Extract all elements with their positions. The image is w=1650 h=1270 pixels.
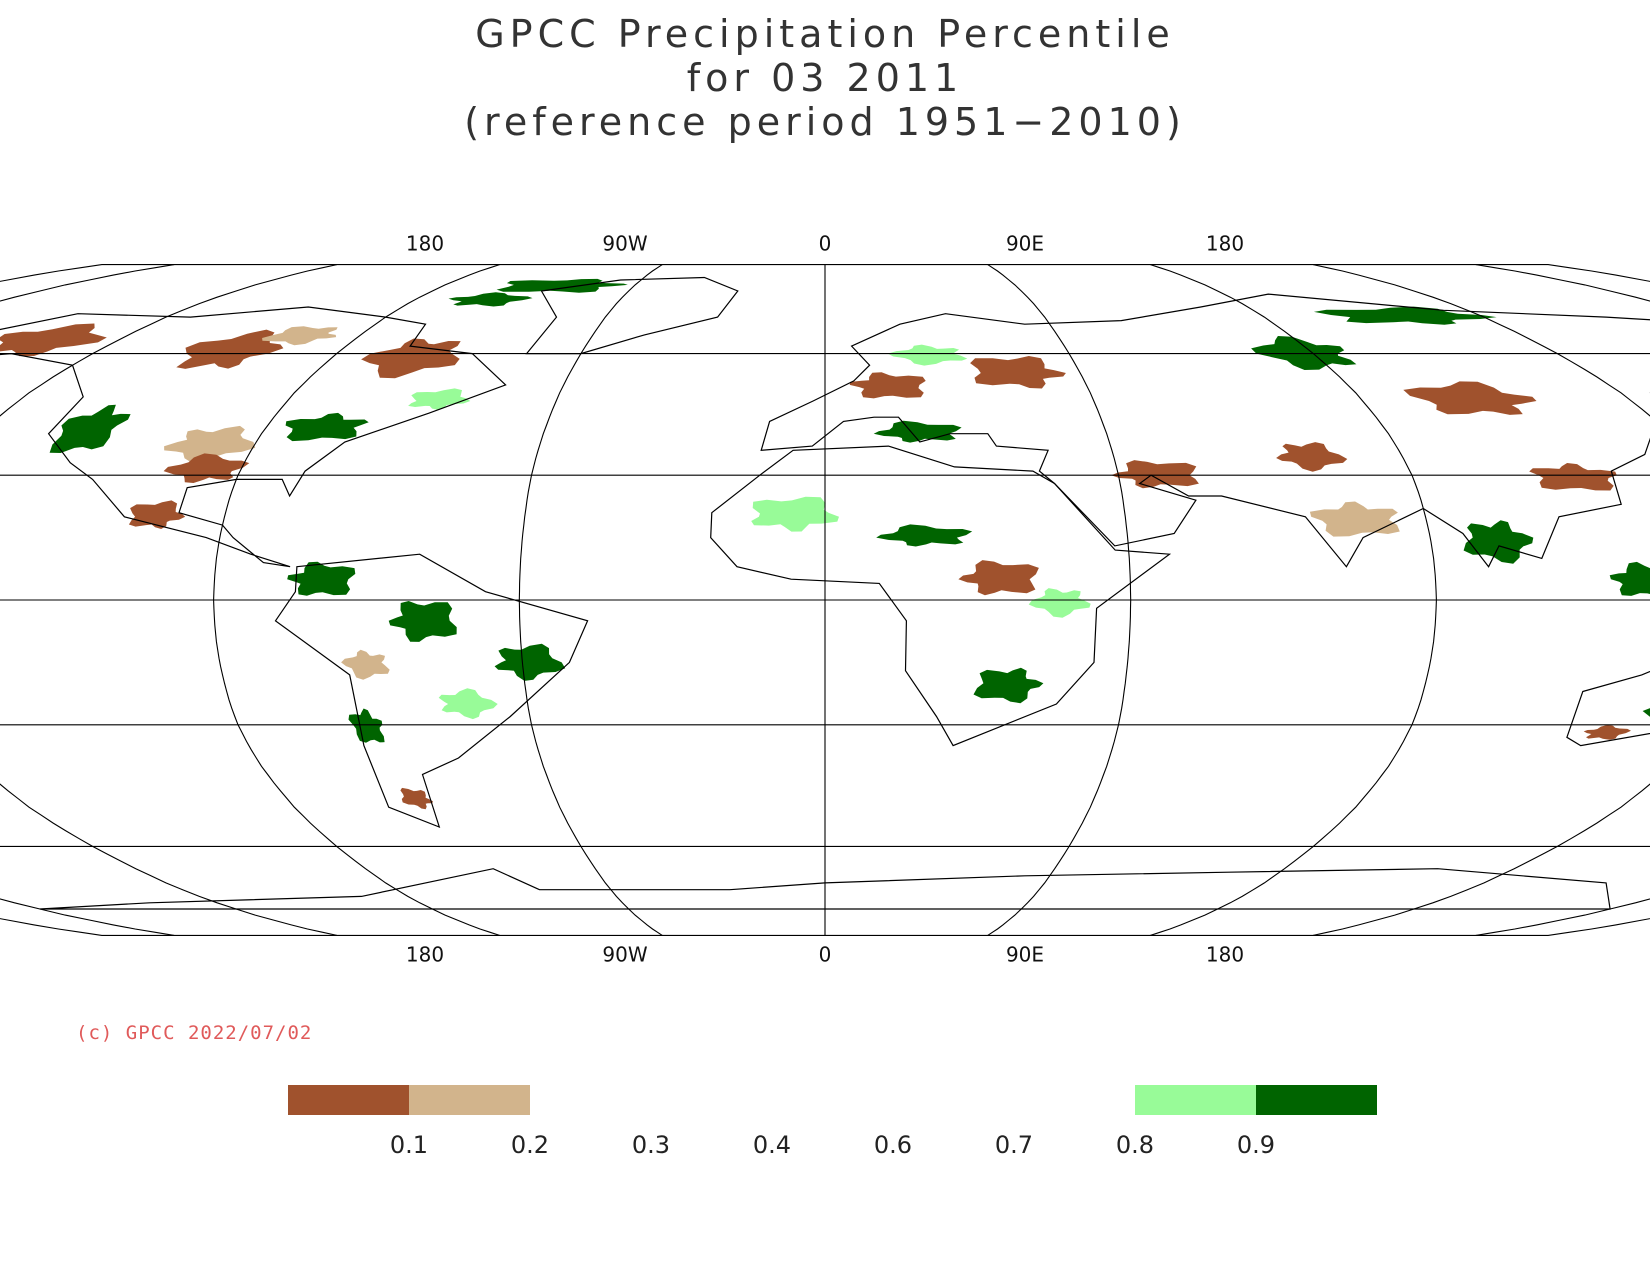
field-chile bbox=[348, 708, 385, 743]
field-siberia bbox=[1251, 336, 1357, 370]
field-maritimes bbox=[408, 388, 471, 410]
field-east-africa bbox=[1028, 588, 1091, 618]
legend-label: 0.9 bbox=[1237, 1131, 1275, 1159]
field-sw-australia bbox=[1583, 724, 1631, 740]
field-iran bbox=[1111, 460, 1199, 489]
copyright-note: (c) GPCC 2022/07/02 bbox=[76, 1022, 313, 1044]
coastline-greenland bbox=[525, 276, 739, 355]
lon-label-bottom: 0 bbox=[819, 942, 832, 966]
legend-label: 0.3 bbox=[632, 1131, 670, 1159]
coastline-north-america bbox=[0, 306, 507, 568]
lon-label-top: 90W bbox=[602, 232, 647, 256]
lon-label-bottom: 180 bbox=[406, 942, 444, 966]
field-patagonia bbox=[400, 787, 433, 810]
field-colombia bbox=[287, 561, 356, 596]
field-india bbox=[1309, 501, 1400, 537]
lon-label-bottom: 90W bbox=[602, 942, 647, 966]
lon-label-top: 180 bbox=[1206, 232, 1244, 256]
field-canada-north bbox=[262, 326, 338, 346]
lon-label-top: 90E bbox=[1006, 232, 1044, 256]
field-canada-east bbox=[361, 338, 461, 379]
field-europe-west bbox=[849, 372, 926, 399]
legend-label: 0.7 bbox=[995, 1131, 1033, 1159]
precipitation-fields bbox=[0, 278, 1650, 810]
field-southern-africa bbox=[973, 667, 1044, 704]
coastline-eurasia bbox=[760, 293, 1650, 568]
lon-label-top: 0 bbox=[819, 232, 832, 256]
field-russia-west bbox=[970, 356, 1066, 389]
lon-label-bottom: 180 bbox=[1206, 942, 1244, 966]
lon-label-top: 180 bbox=[406, 232, 444, 256]
field-china-south bbox=[1529, 463, 1617, 491]
legend-swatch bbox=[288, 1085, 409, 1115]
title-line-1: GPCC Precipitation Percentile bbox=[475, 12, 1175, 56]
field-canada-west bbox=[176, 329, 284, 369]
legend-label: 0.8 bbox=[1116, 1131, 1154, 1159]
legend-swatch bbox=[1135, 1085, 1256, 1115]
legend-swatch bbox=[409, 1085, 530, 1115]
field-greenland-north bbox=[496, 278, 628, 293]
field-sahel bbox=[876, 524, 973, 547]
coastline-australia bbox=[1566, 670, 1650, 747]
field-brazil bbox=[494, 643, 566, 681]
graticule bbox=[0, 264, 1650, 936]
field-siberia-north bbox=[1313, 306, 1497, 325]
field-alaska bbox=[0, 323, 107, 357]
field-amazon bbox=[388, 601, 457, 642]
field-maritime-se-asia bbox=[1609, 561, 1650, 596]
field-us-east bbox=[285, 412, 369, 442]
field-indochina bbox=[1463, 520, 1534, 564]
field-bolivia bbox=[341, 649, 390, 680]
field-central-asia bbox=[1276, 442, 1348, 472]
coastline-africa bbox=[710, 445, 1172, 747]
title-line-2: for 03 2011 bbox=[686, 56, 964, 100]
field-us-central bbox=[164, 425, 256, 464]
field-central-africa bbox=[958, 560, 1039, 596]
legend-swatch bbox=[1256, 1085, 1377, 1115]
legend: 0.1 0.2 0.3 0.4 0.6 0.7 0.8 0.9 bbox=[288, 1085, 1377, 1159]
field-sahara-west bbox=[751, 496, 839, 532]
title-line-3: (reference period 1951−2010) bbox=[464, 100, 1186, 144]
map-outline bbox=[0, 264, 1650, 936]
world-map: 18090W090E18018090W090E18060N30NEQ30S60S… bbox=[0, 232, 1650, 967]
field-australia bbox=[1642, 708, 1650, 717]
map-labels: 18090W090E18018090W090E18060N30NEQ30S60S… bbox=[406, 232, 1244, 967]
field-mongolia bbox=[1403, 381, 1537, 415]
field-paraguay bbox=[438, 688, 498, 720]
legend-label: 0.2 bbox=[511, 1131, 549, 1159]
legend-label: 0.1 bbox=[390, 1131, 428, 1159]
legend-label: 0.4 bbox=[753, 1131, 791, 1159]
legend-label: 0.6 bbox=[874, 1131, 912, 1159]
field-scandinavia bbox=[887, 344, 968, 366]
lon-label-bottom: 90E bbox=[1006, 942, 1044, 966]
coastline-south-america bbox=[274, 553, 589, 829]
field-us-west bbox=[49, 404, 131, 453]
field-arctic-archipelago bbox=[448, 292, 533, 307]
